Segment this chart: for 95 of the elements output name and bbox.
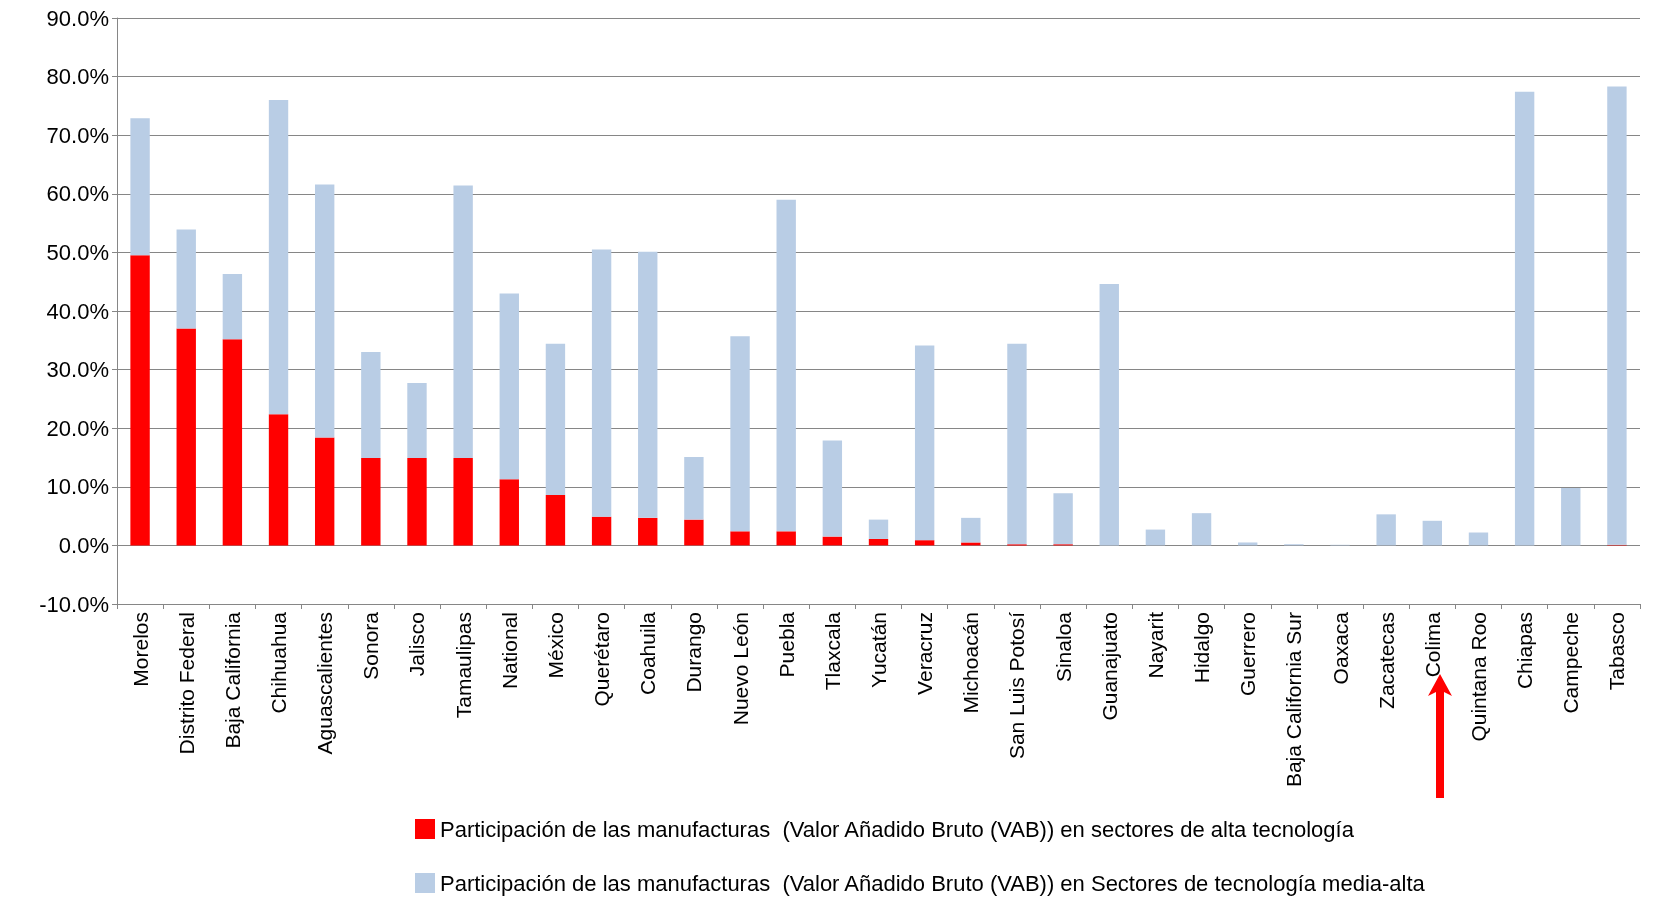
bar	[1053, 493, 1073, 545]
bar	[1007, 343, 1027, 545]
y-tick-label: 40.0%	[46, 298, 109, 324]
bar	[545, 343, 566, 495]
y-tick-label: 0.0%	[58, 532, 109, 558]
x-tick-label: Chihuahua	[267, 611, 291, 714]
x-tick-label: Sinaloa	[1051, 611, 1075, 683]
bar	[222, 274, 243, 340]
bar	[868, 538, 889, 546]
bar	[776, 531, 796, 546]
bar	[314, 437, 335, 546]
x-tick-label: Distrito Federal	[174, 612, 198, 755]
bar	[130, 118, 150, 256]
bar	[130, 255, 150, 546]
bar	[407, 458, 427, 546]
x-tick-label: Guerrero	[1236, 612, 1260, 697]
bar	[961, 542, 981, 546]
bar	[1561, 487, 1581, 546]
bar	[1376, 514, 1396, 546]
x-tick-label: Yucatán	[867, 612, 890, 688]
y-tick-label: 90.0%	[46, 5, 109, 31]
x-tick-label: Oaxaca	[1328, 611, 1352, 685]
x-tick-label: National	[497, 612, 521, 690]
bar	[1514, 91, 1535, 546]
bar	[1607, 86, 1627, 545]
bar	[361, 352, 381, 459]
y-tick-label: 80.0%	[46, 64, 109, 90]
bar	[776, 199, 796, 532]
x-tick-label: Hidalgo	[1190, 612, 1214, 684]
bar	[545, 495, 566, 546]
bar	[453, 458, 473, 546]
bar	[361, 458, 381, 546]
x-tick-label: Querétaro	[590, 612, 614, 707]
bar	[268, 100, 289, 415]
x-tick-label: Zacatecas	[1374, 612, 1398, 709]
y-tick-label: 70.0%	[46, 122, 109, 148]
bar	[730, 336, 750, 532]
bar	[730, 531, 750, 546]
x-tick-label: México	[543, 612, 567, 679]
x-tick-label: Tabasco	[1605, 612, 1629, 691]
bar	[176, 328, 196, 546]
bar	[268, 414, 289, 546]
y-tick-label: 10.0%	[46, 474, 109, 500]
x-tick-label: Baja California Sur	[1282, 612, 1306, 788]
y-tick-label: 60.0%	[46, 181, 109, 207]
bar	[822, 440, 843, 537]
bar	[684, 456, 704, 520]
bar	[1191, 513, 1212, 546]
bar	[638, 251, 658, 518]
x-tick-label: Jalisco	[405, 612, 429, 677]
bar	[314, 184, 335, 438]
bar	[499, 293, 519, 480]
bar	[914, 345, 935, 541]
x-tick-label: Nuevo León	[728, 612, 752, 726]
x-tick-label: Tlaxcala	[820, 611, 844, 691]
x-tick-label: Campeche	[1559, 612, 1583, 714]
bar	[222, 339, 243, 546]
x-tick-label: Nayarit	[1143, 611, 1167, 679]
x-tick-label: Tamaulipas	[451, 612, 475, 719]
x-tick-label: Sonora	[359, 611, 383, 680]
x-tick-label: Quintana Roo	[1466, 612, 1490, 742]
y-tick-label: 50.0%	[46, 239, 109, 265]
legend-label: Participación de las manufacturas (Valor Añadido Bruto (VAB)) en sectores de alta tecnología	[440, 816, 1355, 842]
x-tick-label: Michoacán	[959, 612, 983, 714]
bar	[638, 517, 658, 546]
bar	[591, 516, 612, 546]
y-tick-label: 20.0%	[46, 415, 109, 441]
x-tick-label: Colima	[1420, 611, 1444, 678]
bar	[868, 519, 889, 539]
x-tick-label: Aguascalientes	[313, 612, 337, 755]
y-tick-label: -10.0%	[39, 591, 109, 617]
bar	[453, 185, 473, 459]
x-tick-label: Puebla	[774, 611, 798, 678]
x-tick-label: San Luis Potosí	[1005, 611, 1029, 760]
bar	[176, 229, 196, 329]
bar	[407, 383, 427, 459]
bar	[914, 540, 935, 546]
bar	[684, 519, 704, 546]
bar	[1145, 529, 1166, 546]
y-tick-label: 30.0%	[46, 357, 109, 383]
x-tick-label: Guanajuato	[1097, 612, 1121, 721]
bar	[1238, 542, 1258, 546]
bar	[1468, 532, 1489, 546]
bar	[1099, 284, 1119, 546]
bar	[499, 479, 519, 546]
legend-label: Participación de las manufacturas (Valor Añadido Bruto (VAB)) en Sectores de tecnología media-alta	[440, 870, 1426, 896]
x-tick-label: Chiapas	[1513, 612, 1537, 690]
x-tick-label: Baja California	[220, 611, 244, 749]
x-tick-label: Veracruz	[913, 612, 937, 695]
bar	[591, 249, 612, 517]
x-tick-label: Morelos	[128, 612, 152, 687]
x-tick-label: Coahuila	[636, 611, 660, 695]
x-tick-label: Durango	[682, 612, 706, 693]
bar	[1422, 520, 1443, 546]
bar	[961, 517, 981, 543]
